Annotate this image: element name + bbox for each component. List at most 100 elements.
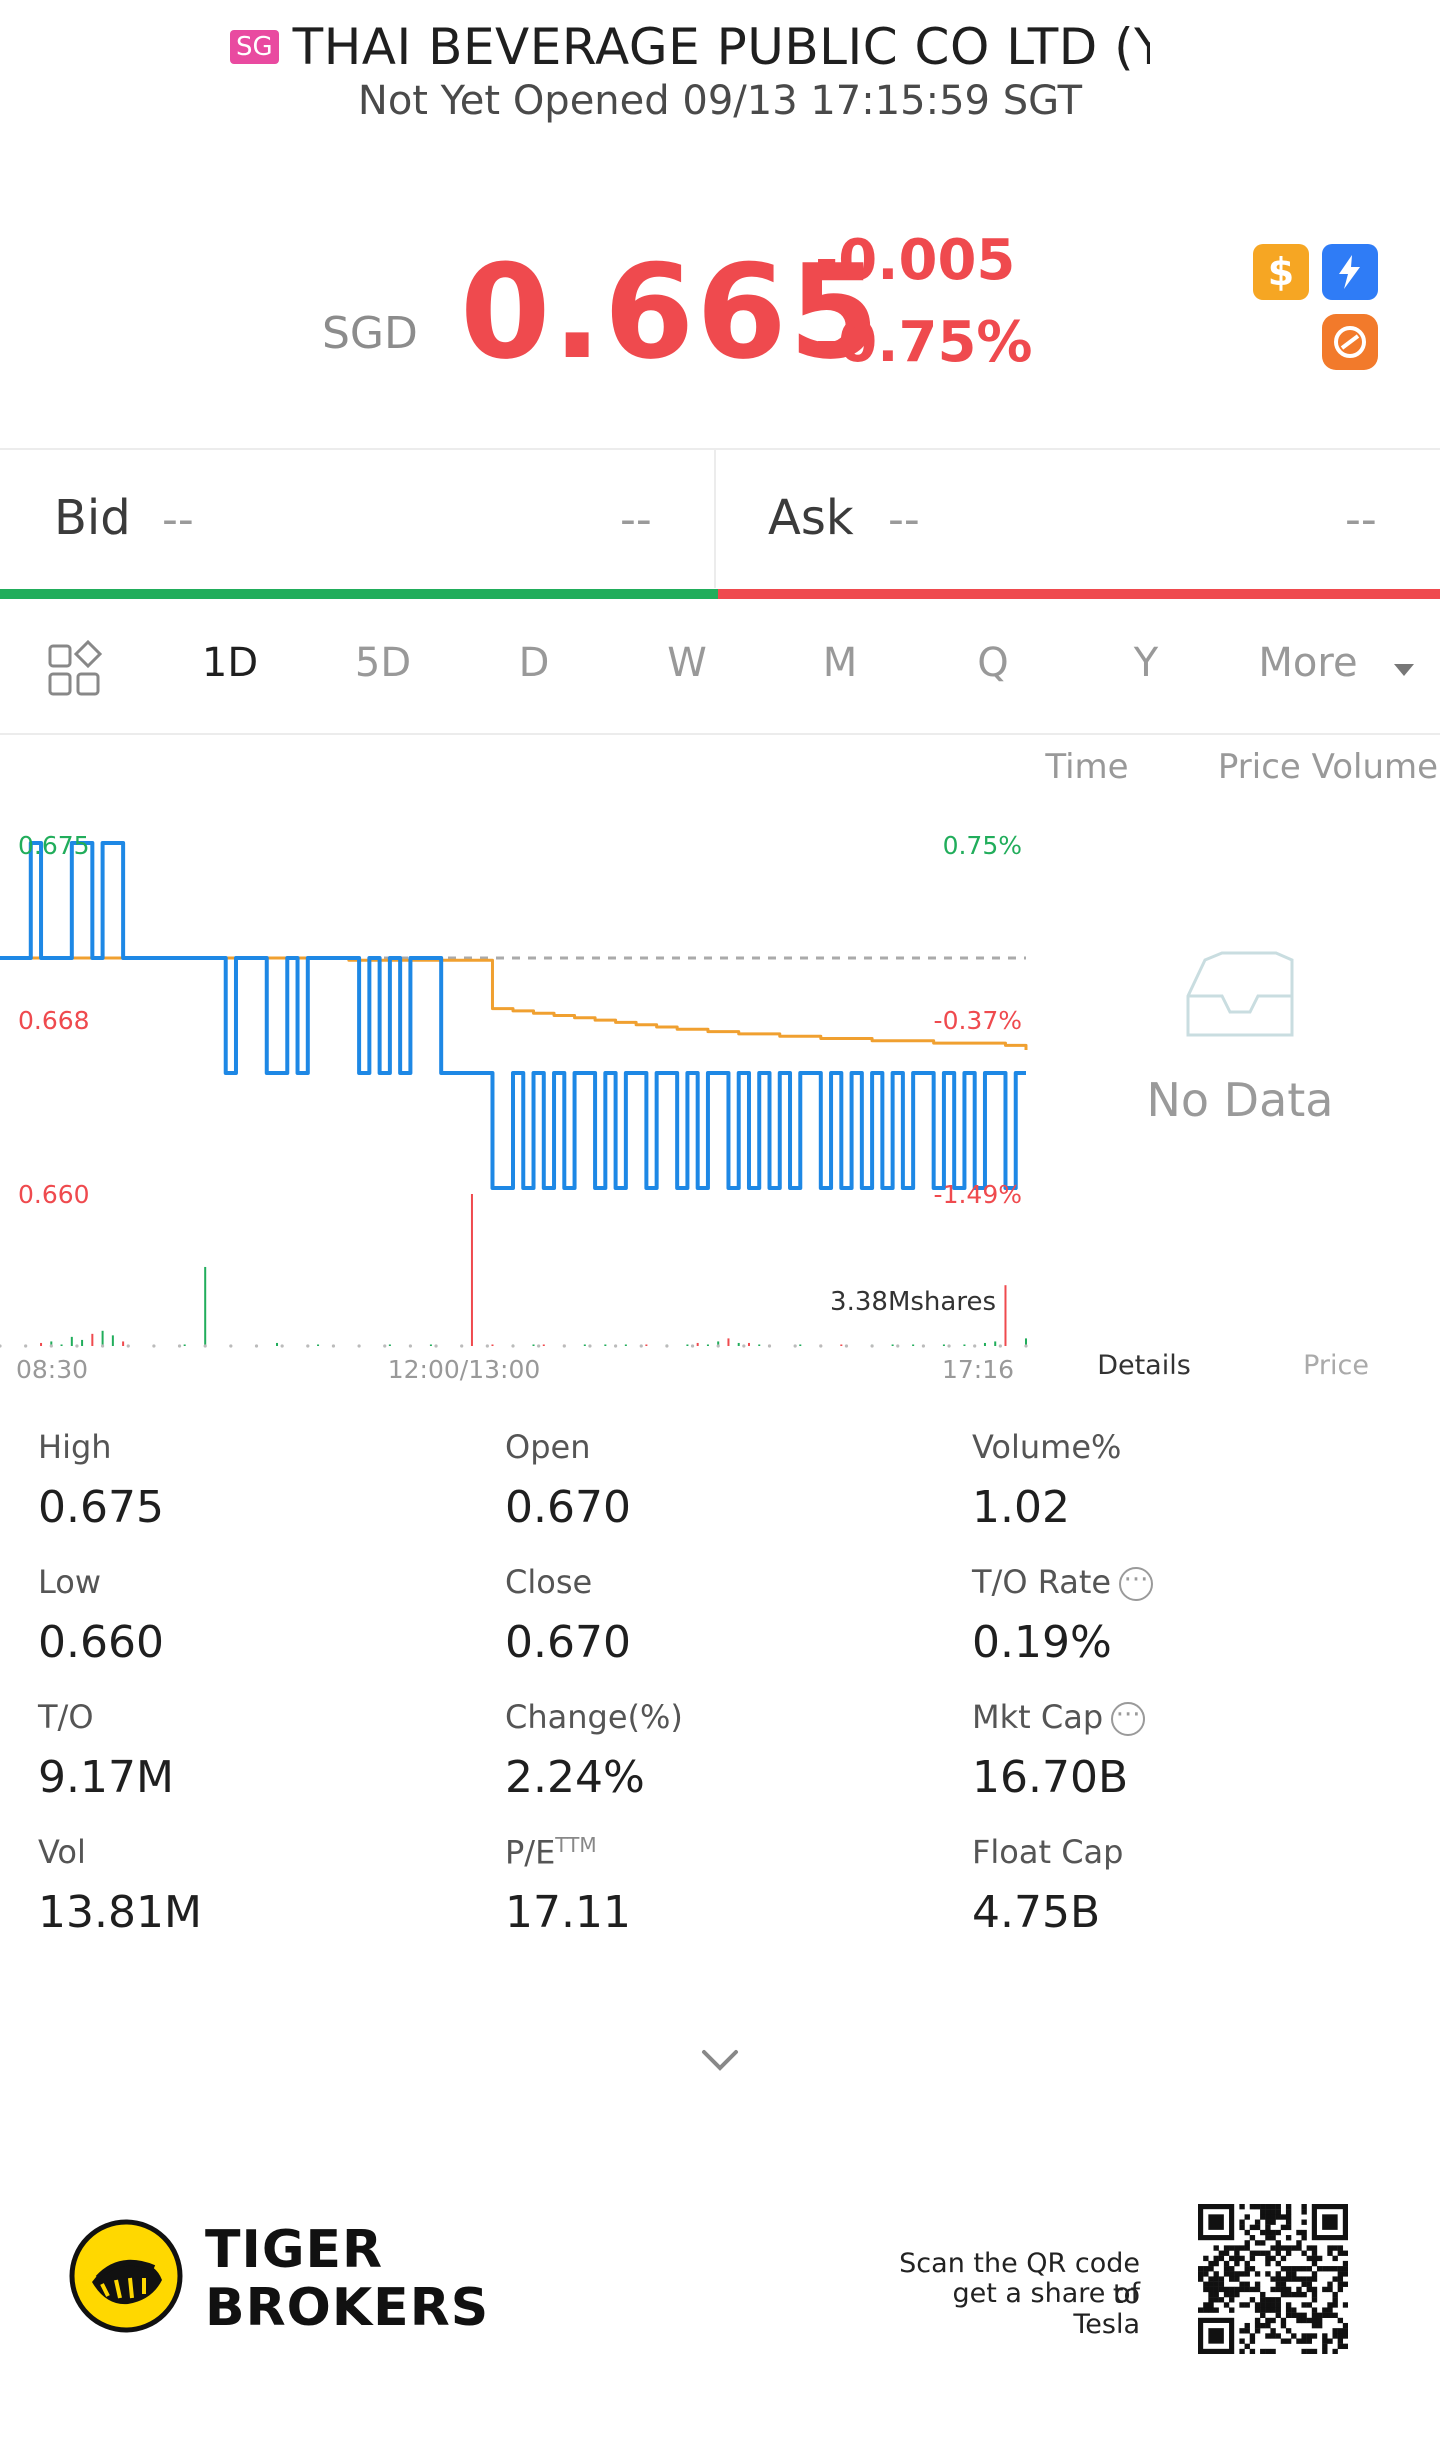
tab-more[interactable]: More	[1258, 640, 1358, 686]
dollar-icon[interactable]: $	[1253, 244, 1309, 300]
qr-module	[1265, 2317, 1271, 2324]
qr-module	[1249, 2255, 1256, 2262]
qr-module	[1218, 2286, 1225, 2293]
stock-title-bar: SG THAI BEVERAGE PUBLIC CO LTD (Y9	[230, 12, 1150, 82]
qr-module	[1254, 2281, 1261, 2287]
stat-value-open: 0.670	[505, 1482, 631, 1533]
alternate-icon[interactable]	[1322, 314, 1378, 370]
qr-module	[1306, 2255, 1312, 2262]
qr-module	[1291, 2271, 1297, 2277]
tab-daily[interactable]: D	[518, 640, 550, 686]
qr-module	[1239, 2338, 1245, 2344]
stat-value-close: 0.670	[505, 1617, 631, 1668]
qr-module	[1332, 2348, 1338, 2354]
qr-module	[1254, 2302, 1261, 2308]
qr-module	[1239, 2302, 1245, 2308]
qr-module	[1301, 2209, 1307, 2215]
qr-module	[1265, 2333, 1271, 2339]
tab-1d[interactable]: 1D	[201, 640, 259, 686]
tab-5d[interactable]: 5D	[354, 640, 412, 686]
qr-module	[1280, 2266, 1287, 2272]
expand-chevron-icon[interactable]	[690, 2030, 750, 2090]
qr-module	[1285, 2271, 1292, 2277]
tab-weekly[interactable]: W	[667, 640, 707, 686]
qr-module	[1265, 2271, 1271, 2277]
volume-bar	[429, 1344, 432, 1346]
market-status: Not Yet Opened 09/13 17:15:59 SGT	[357, 78, 1083, 124]
qr-module	[1244, 2343, 1250, 2350]
tab-price-volume: Price Volume	[1218, 747, 1438, 787]
qr-module	[1213, 2291, 1219, 2298]
qr-module	[1254, 2286, 1261, 2293]
qr-module	[1234, 2260, 1240, 2267]
qr-module	[1234, 2291, 1240, 2298]
qr-module	[1260, 2240, 1266, 2246]
qr-module	[1280, 2255, 1287, 2262]
qr-module	[1275, 2333, 1281, 2339]
volume-bar	[799, 1344, 802, 1346]
tab-quarterly[interactable]: Q	[977, 640, 1009, 686]
axis-dot	[742, 1344, 746, 1348]
qr-module	[1254, 2250, 1261, 2256]
tab-monthly[interactable]: M	[822, 640, 858, 686]
qr-module	[1223, 2250, 1230, 2256]
qr-module	[1203, 2281, 1209, 2287]
market-badge: SG	[230, 30, 279, 64]
qr-module	[1275, 2297, 1281, 2303]
qr-module	[1306, 2317, 1312, 2324]
qr-module	[1337, 2338, 1344, 2344]
axis-dot	[229, 1344, 233, 1348]
qr-module	[1229, 2266, 1235, 2272]
chart-layout-icon[interactable]	[46, 639, 104, 698]
qr-module	[1301, 2317, 1307, 2324]
qr-module	[1270, 2219, 1276, 2225]
qr-module	[1275, 2204, 1281, 2210]
qr-module	[1270, 2286, 1276, 2293]
axis-dot	[152, 1344, 156, 1348]
qr-module	[1229, 2276, 1235, 2282]
volume-bar	[696, 1342, 699, 1346]
qr-module	[1198, 2271, 1204, 2277]
qr-module	[1285, 2291, 1292, 2298]
qr-module	[1275, 2271, 1281, 2277]
volume-bar	[317, 1344, 320, 1346]
axis-dot	[588, 1344, 592, 1348]
qr-code[interactable]	[1198, 2204, 1348, 2354]
volume-bar	[891, 1344, 894, 1346]
stat-label-volume: Volume%	[972, 1428, 1122, 1466]
tab-yearly[interactable]: Y	[1133, 640, 1159, 686]
flash-icon[interactable]	[1322, 244, 1378, 300]
qr-module	[1296, 2245, 1302, 2251]
more-info-icon[interactable]: ···	[1119, 1567, 1154, 1601]
qr-module	[1239, 2328, 1245, 2334]
intraday-chart[interactable]: 0.675 0.668 0.660 0.75% -0.37% -1.49% 3.…	[0, 740, 1440, 1400]
volume-bar	[912, 1344, 915, 1346]
volume-bar	[737, 1342, 740, 1346]
more-info-icon[interactable]: ···	[1111, 1702, 1146, 1736]
qr-module	[1254, 2317, 1261, 2324]
volume-bar	[994, 1341, 997, 1346]
qr-module	[1254, 2328, 1261, 2334]
divider	[714, 450, 716, 588]
qr-module	[1198, 2276, 1204, 2282]
axis-dot	[460, 1344, 464, 1348]
stat-value-low: 0.660	[38, 1617, 164, 1668]
chevron-down-icon[interactable]	[1392, 660, 1416, 680]
qr-module	[1260, 2322, 1266, 2329]
qr-module	[1332, 2276, 1338, 2282]
qr-module	[1280, 2322, 1287, 2329]
qr-module	[1239, 2286, 1245, 2293]
qr-module	[1203, 2255, 1209, 2262]
qr-module	[1275, 2286, 1281, 2293]
qr-module	[1249, 2266, 1256, 2272]
qr-module	[1280, 2291, 1287, 2298]
volume-label: 3.38Mshares	[830, 1287, 996, 1317]
qr-module	[1208, 2286, 1214, 2293]
qr-module	[1260, 2214, 1266, 2220]
x-tick-mid: 12:00/13:00	[388, 1355, 541, 1384]
qr-module	[1301, 2291, 1307, 2298]
qr-module	[1296, 2286, 1302, 2293]
volume-bar	[183, 1344, 186, 1346]
stat-label-float-cap: Float Cap	[972, 1833, 1124, 1871]
qr-module	[1291, 2333, 1297, 2339]
